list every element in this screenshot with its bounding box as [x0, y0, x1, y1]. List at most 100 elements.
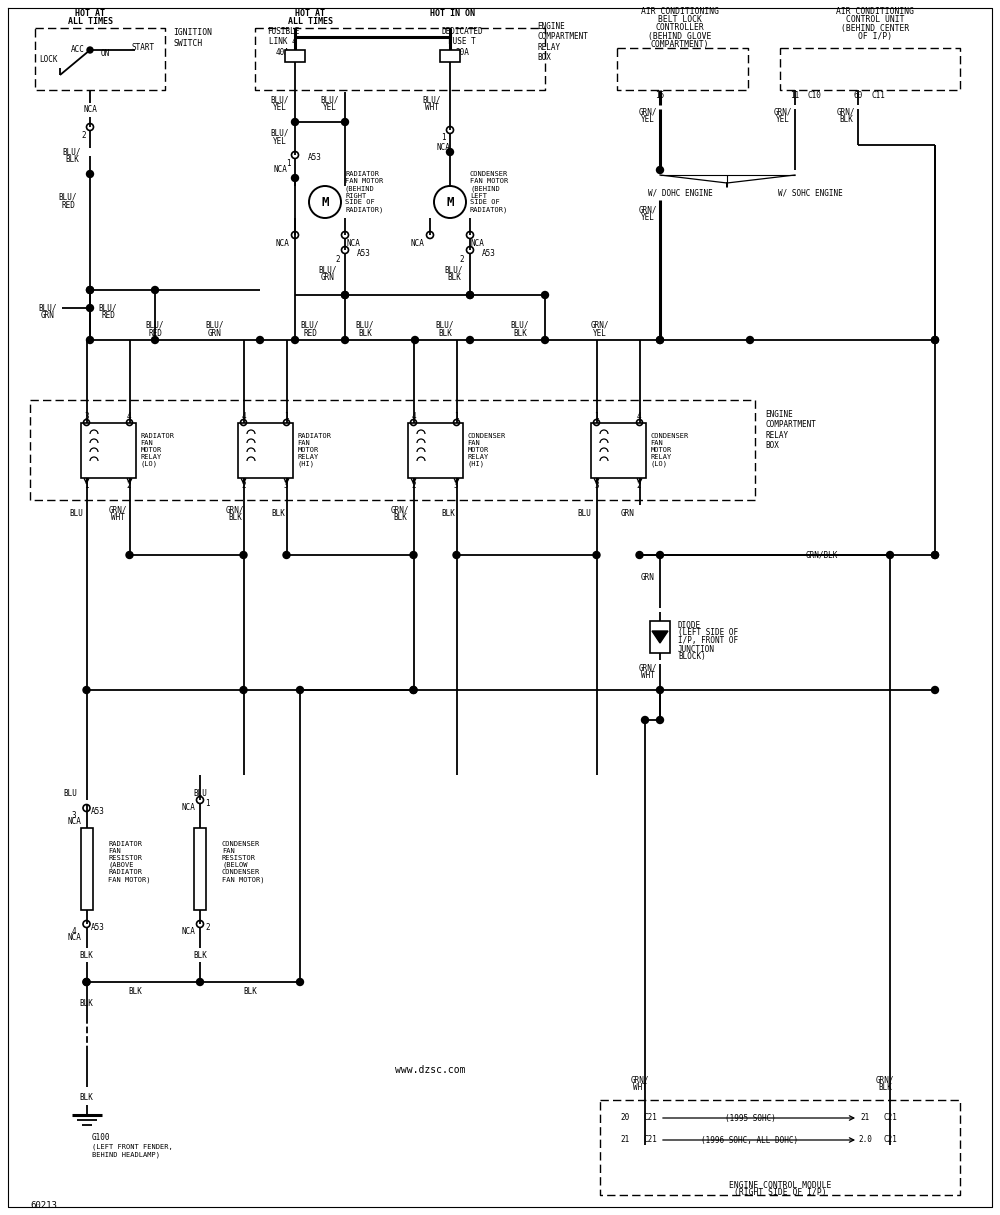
- Bar: [440, 50, 460, 62]
- Text: IGNITION
SWITCH: IGNITION SWITCH: [173, 28, 212, 47]
- Text: C21: C21: [883, 1113, 897, 1123]
- Circle shape: [152, 337, 158, 344]
- Text: GRN/BLK: GRN/BLK: [806, 550, 838, 559]
- Text: YEL: YEL: [641, 214, 655, 222]
- Text: BEHIND HEADLAMP): BEHIND HEADLAMP): [92, 1152, 160, 1158]
- Bar: [650, 621, 670, 652]
- Text: FUSIBLE
LINK 4
40A: FUSIBLE LINK 4 40A: [267, 27, 299, 57]
- Text: RED: RED: [61, 202, 75, 210]
- Text: NCA: NCA: [181, 927, 195, 936]
- Text: BLK: BLK: [80, 1092, 93, 1102]
- Circle shape: [642, 717, 648, 723]
- Text: WHT: WHT: [425, 103, 439, 113]
- Text: 60213: 60213: [30, 1200, 57, 1209]
- Text: 2: 2: [460, 254, 464, 264]
- Text: BLU/: BLU/: [319, 266, 337, 275]
- Circle shape: [87, 305, 94, 311]
- Text: AIR CONDITIONING: AIR CONDITIONING: [641, 7, 719, 17]
- Text: 60: 60: [853, 90, 863, 100]
- Text: 3: 3: [84, 412, 89, 422]
- Text: BLK: BLK: [80, 1000, 93, 1008]
- Text: (LEFT SIDE OF: (LEFT SIDE OF: [678, 628, 738, 638]
- Circle shape: [283, 552, 290, 559]
- Circle shape: [87, 337, 94, 344]
- Text: G100: G100: [92, 1132, 110, 1142]
- Text: A53: A53: [482, 249, 496, 258]
- Text: 3: 3: [72, 810, 76, 819]
- Text: NCA: NCA: [273, 165, 287, 175]
- Circle shape: [342, 337, 349, 344]
- Text: BELT LOCK: BELT LOCK: [658, 16, 702, 24]
- Text: (1995 SOHC): (1995 SOHC): [725, 1113, 775, 1123]
- Circle shape: [636, 552, 643, 559]
- Circle shape: [466, 337, 474, 344]
- Text: GRN/: GRN/: [639, 205, 657, 215]
- Text: BLK: BLK: [839, 115, 853, 124]
- Text: NCA: NCA: [470, 238, 484, 248]
- Text: GRN: GRN: [621, 509, 635, 518]
- Text: YEL: YEL: [273, 103, 287, 113]
- Circle shape: [466, 292, 474, 299]
- Circle shape: [656, 166, 664, 174]
- Text: YEL: YEL: [323, 103, 337, 113]
- Text: CONTROLLER: CONTROLLER: [656, 23, 704, 33]
- Text: 2.0: 2.0: [858, 1136, 872, 1145]
- Circle shape: [656, 337, 664, 344]
- Text: A53: A53: [90, 808, 104, 816]
- Text: ALL TIMES: ALL TIMES: [68, 17, 112, 27]
- Text: GRN: GRN: [41, 311, 55, 321]
- Text: 2: 2: [205, 923, 210, 932]
- Circle shape: [126, 552, 133, 559]
- Text: A53: A53: [90, 923, 104, 932]
- Text: RED: RED: [101, 311, 115, 321]
- Text: ACC: ACC: [71, 45, 85, 55]
- Text: 1: 1: [205, 798, 210, 808]
- Text: 21: 21: [620, 1136, 630, 1145]
- Text: (RIGHT SIDE OF I/P): (RIGHT SIDE OF I/P): [734, 1188, 826, 1198]
- Text: BLK: BLK: [358, 328, 372, 338]
- Text: 2: 2: [637, 481, 642, 490]
- Text: 4: 4: [637, 412, 642, 422]
- Circle shape: [292, 119, 298, 125]
- Circle shape: [932, 686, 938, 694]
- Text: C11: C11: [871, 90, 885, 100]
- Text: HOT IN ON: HOT IN ON: [430, 10, 476, 18]
- Text: OF I/P): OF I/P): [858, 32, 892, 40]
- Text: BLK: BLK: [438, 328, 452, 338]
- Text: BLU: BLU: [69, 509, 83, 518]
- Text: LOCK: LOCK: [39, 56, 57, 64]
- Text: GRN/: GRN/: [226, 505, 244, 514]
- Text: YEL: YEL: [776, 115, 790, 124]
- Circle shape: [932, 337, 938, 344]
- Circle shape: [656, 717, 664, 723]
- Circle shape: [412, 337, 418, 344]
- Text: GRN/: GRN/: [631, 1075, 649, 1085]
- Text: WHT: WHT: [111, 514, 125, 522]
- Circle shape: [656, 337, 664, 344]
- Circle shape: [342, 292, 349, 299]
- Text: GRN: GRN: [641, 573, 655, 582]
- Text: C21: C21: [883, 1136, 897, 1145]
- Text: AIR CONDITIONING: AIR CONDITIONING: [836, 7, 914, 17]
- Text: BLK: BLK: [513, 328, 527, 338]
- Circle shape: [296, 686, 304, 694]
- Text: W/ DOHC ENGINE: W/ DOHC ENGINE: [648, 188, 712, 198]
- Text: I/P, FRONT OF: I/P, FRONT OF: [678, 637, 738, 645]
- Text: 1: 1: [286, 158, 290, 168]
- Text: BLU: BLU: [63, 789, 77, 797]
- Text: JUNCTION: JUNCTION: [678, 644, 715, 654]
- Bar: [408, 423, 462, 477]
- Text: BLK: BLK: [128, 988, 142, 996]
- Text: BLK: BLK: [243, 988, 257, 996]
- Text: 2: 2: [82, 130, 86, 140]
- Text: RADIATOR
FAN MOTOR
(BEHIND
RIGHT
SIDE OF
RADIATOR): RADIATOR FAN MOTOR (BEHIND RIGHT SIDE OF…: [345, 171, 383, 213]
- Text: HOT AT: HOT AT: [295, 10, 325, 18]
- Circle shape: [152, 287, 158, 294]
- Circle shape: [342, 119, 349, 125]
- Circle shape: [240, 686, 247, 694]
- Text: NCA: NCA: [181, 803, 195, 813]
- Circle shape: [296, 978, 304, 985]
- Text: ENGINE
COMPARTMENT
RELAY
BOX: ENGINE COMPARTMENT RELAY BOX: [765, 409, 816, 450]
- Text: CONDENSER
FAN MOTOR
(BEHIND
LEFT
SIDE OF
RADIATOR): CONDENSER FAN MOTOR (BEHIND LEFT SIDE OF…: [470, 171, 508, 213]
- Text: 4: 4: [242, 412, 246, 422]
